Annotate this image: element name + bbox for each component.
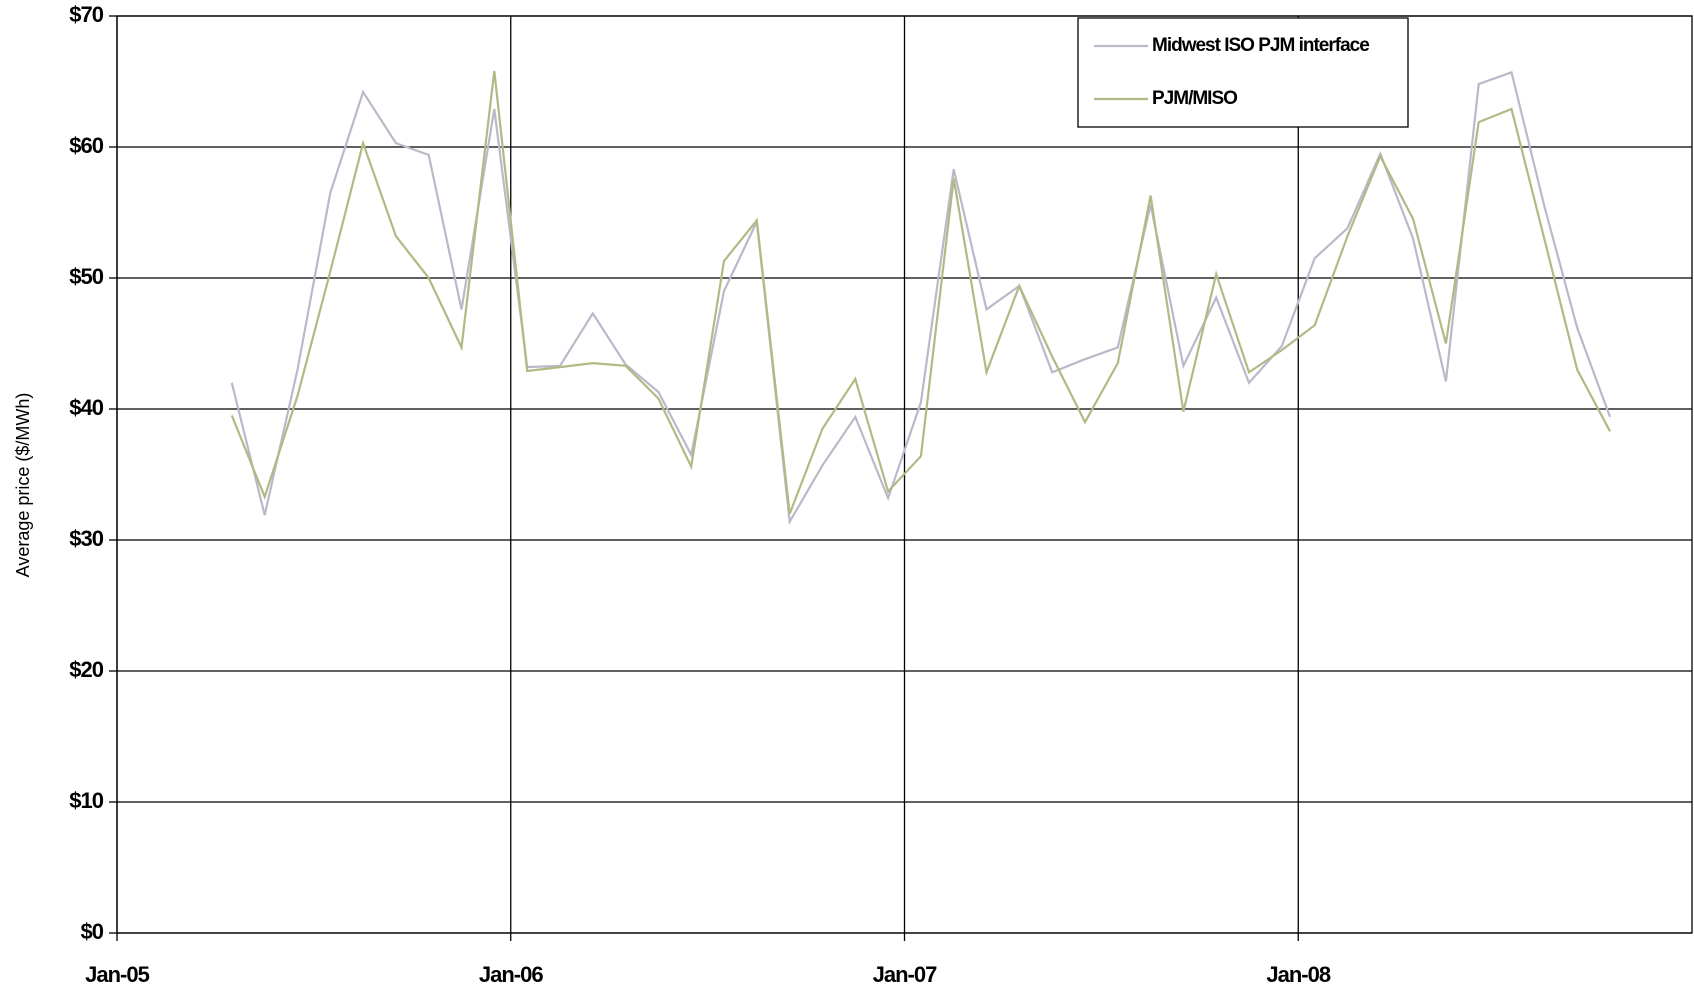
y-tick-label: $0 [81,919,104,944]
legend-label: Midwest ISO PJM interface [1152,35,1369,56]
y-tick-label: $60 [69,133,103,158]
y-axis-label: Average price ($/MWh) [13,393,33,578]
y-tick-label: $70 [69,2,103,27]
y-tick-label: $50 [69,264,103,289]
series-line [230,70,1611,515]
x-tick-label: Jan-06 [479,962,543,987]
plot-frame [116,15,1693,934]
y-tick-label: $20 [69,657,103,682]
y-tick-label: $40 [69,395,103,420]
legend-box [1077,17,1409,128]
x-tick-label: Jan-08 [1266,962,1330,987]
x-tick-label: Jan-07 [873,962,937,987]
legend-label: PJM/MISO [1152,88,1237,109]
series-line [230,70,1612,526]
x-tick-label: Jan-05 [85,962,149,987]
y-tick-label: $10 [69,788,103,813]
y-tick-label: $30 [69,526,103,551]
